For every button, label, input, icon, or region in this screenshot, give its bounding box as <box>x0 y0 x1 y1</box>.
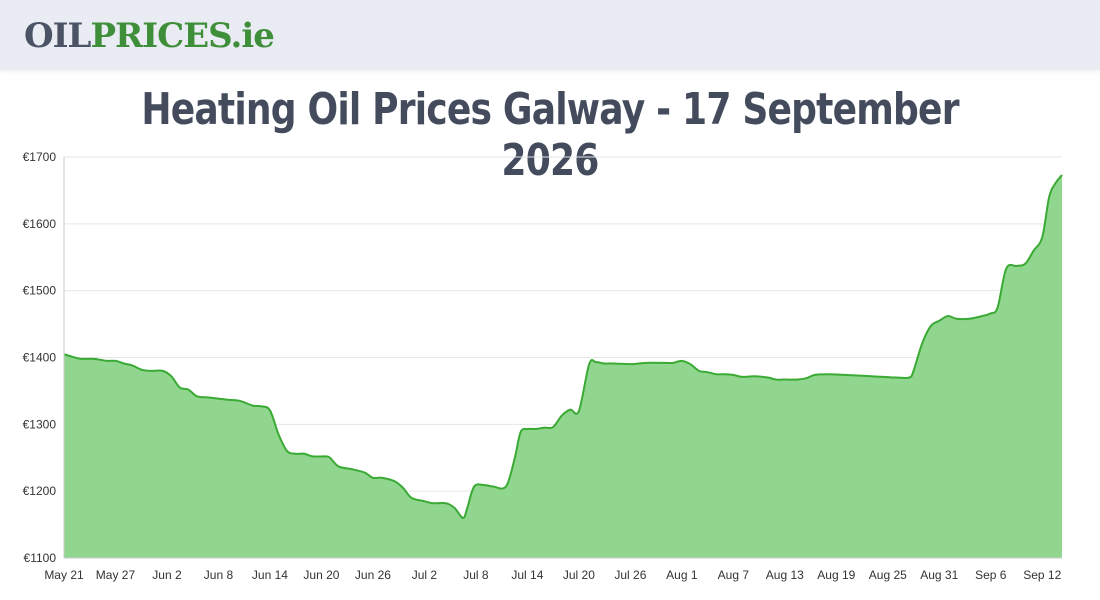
x-tick-label: Jul 20 <box>563 568 595 582</box>
x-tick-label: Jun 26 <box>355 568 391 582</box>
site-logo[interactable]: OILPRICES.ie <box>24 14 275 58</box>
x-tick-label: Jun 8 <box>204 568 234 582</box>
x-tick-label: Aug 1 <box>666 568 698 582</box>
x-tick-label: Aug 25 <box>869 568 907 582</box>
logo-text-oil: OIL <box>24 16 91 56</box>
x-tick-label: Jul 8 <box>463 568 489 582</box>
logo-text-prices: PRICES <box>90 16 231 56</box>
page-title: Heating Oil Prices Galway - 17 September… <box>141 84 959 186</box>
y-tick-label: €1600 <box>23 217 57 231</box>
x-tick-label: Jun 2 <box>152 568 182 582</box>
y-tick-label: €1200 <box>23 484 57 498</box>
x-tick-label: Aug 13 <box>766 568 804 582</box>
x-tick-label: May 21 <box>44 568 84 582</box>
x-tick-label: Jul 14 <box>511 568 543 582</box>
x-tick-label: May 27 <box>96 568 136 582</box>
price-chart: €1100 €1200 €1300 €1400 €1500 €1600 €1700 May 2… <box>23 150 1063 582</box>
x-tick-label: Aug 7 <box>718 568 750 582</box>
x-tick-label: Jul 26 <box>614 568 646 582</box>
x-tick-label: Aug 31 <box>920 568 958 582</box>
logo-text-ie: .ie <box>230 16 274 56</box>
x-tick-label: Aug 19 <box>817 568 855 582</box>
y-tick-label: €1300 <box>23 417 57 431</box>
y-tick-label: €1400 <box>23 351 57 365</box>
series-area-fill <box>64 175 1062 559</box>
x-tick-label: Jul 2 <box>412 568 438 582</box>
x-tick-label: Jun 20 <box>303 568 339 582</box>
x-tick-label: Sep 12 <box>1023 568 1061 582</box>
y-tick-label: €1100 <box>24 551 57 565</box>
series-line <box>63 174 1063 519</box>
x-tick-label: Jun 14 <box>252 568 288 582</box>
x-tick-label: Sep 6 <box>975 568 1007 582</box>
y-tick-label: €1500 <box>23 284 57 298</box>
y-tick-label: €1700 <box>23 150 57 164</box>
site-header: OILPRICES.ie <box>0 0 1100 70</box>
